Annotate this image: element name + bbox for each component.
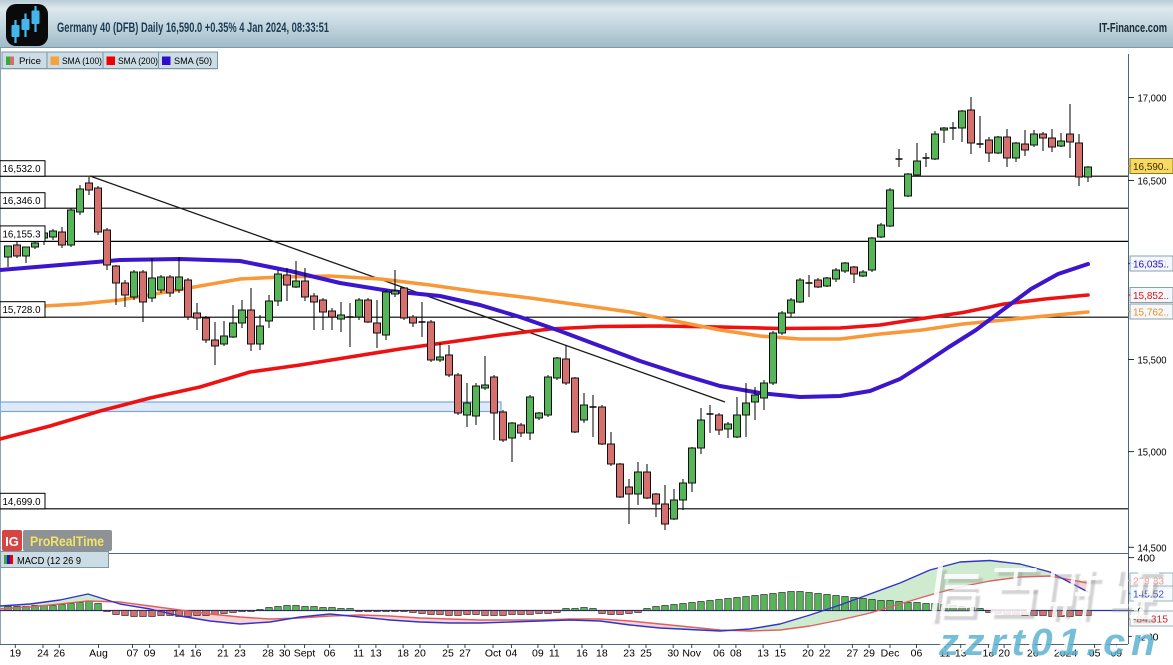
svg-text:24: 24 <box>37 648 49 660</box>
svg-text:14,699.0: 14,699.0 <box>3 496 41 508</box>
svg-text:IT-Finance.com: IT-Finance.com <box>1099 20 1167 35</box>
svg-text:zzrt01.cn: zzrt01.cn <box>938 622 1161 660</box>
svg-text:Germany 40 (DFB) Daily 16,590.: Germany 40 (DFB) Daily 16,590.0 +0.35% 4… <box>57 20 329 35</box>
svg-text:06: 06 <box>713 648 725 660</box>
svg-text:11: 11 <box>353 648 364 660</box>
svg-text:20: 20 <box>414 648 426 660</box>
svg-text:15,852..: 15,852.. <box>1133 290 1169 302</box>
svg-text:30: 30 <box>279 648 291 660</box>
svg-text:15,000: 15,000 <box>1138 447 1167 459</box>
svg-text:09: 09 <box>1110 648 1122 660</box>
svg-text:14,500: 14,500 <box>1138 542 1167 554</box>
svg-text:MACD (12 26 9: MACD (12 26 9 <box>17 556 81 567</box>
svg-text:16,155.3: 16,155.3 <box>3 228 41 240</box>
svg-text:SMA (100): SMA (100) <box>62 56 102 67</box>
svg-text:13: 13 <box>757 648 769 660</box>
svg-text:13: 13 <box>370 648 382 660</box>
svg-text:17,000: 17,000 <box>1138 93 1167 105</box>
svg-text:06: 06 <box>324 648 336 660</box>
svg-text:04: 04 <box>506 648 518 660</box>
svg-text:Aug: Aug <box>89 648 108 660</box>
svg-text:SMA (200): SMA (200) <box>118 56 158 67</box>
svg-text:16,590..: 16,590.. <box>1133 161 1169 173</box>
svg-text:26: 26 <box>1027 648 1039 660</box>
svg-text:25: 25 <box>442 648 454 660</box>
svg-text:IG: IG <box>5 534 19 549</box>
svg-text:27: 27 <box>459 648 471 660</box>
svg-text:28: 28 <box>262 648 274 660</box>
svg-text:22: 22 <box>819 648 831 660</box>
svg-text:-200: -200 <box>1138 631 1159 643</box>
svg-text:23: 23 <box>234 648 246 660</box>
svg-text:Sept: Sept <box>294 648 316 660</box>
svg-text:16,532.0: 16,532.0 <box>3 163 41 175</box>
svg-text:27: 27 <box>847 648 859 660</box>
svg-text:20: 20 <box>802 648 814 660</box>
svg-text:18: 18 <box>983 648 995 660</box>
svg-text:26: 26 <box>53 648 65 660</box>
svg-text:11: 11 <box>549 648 560 660</box>
svg-text:30: 30 <box>667 648 679 660</box>
svg-text:2024: 2024 <box>1054 648 1078 660</box>
svg-text:29: 29 <box>863 648 875 660</box>
svg-text:15: 15 <box>774 648 786 660</box>
svg-text:SMA (50): SMA (50) <box>174 56 212 67</box>
svg-text:16,500: 16,500 <box>1138 176 1167 188</box>
svg-text:15,762..: 15,762.. <box>1133 307 1169 319</box>
svg-text:Oct: Oct <box>485 648 501 660</box>
svg-text:zzrt01.cn: zzrt01.cn <box>935 619 1158 660</box>
svg-text:08: 08 <box>730 648 742 660</box>
svg-text:Nov: Nov <box>682 648 701 660</box>
svg-text:21: 21 <box>217 648 229 660</box>
svg-text:15,500: 15,500 <box>1138 355 1167 367</box>
svg-text:20: 20 <box>998 648 1010 660</box>
svg-text:05: 05 <box>1089 648 1101 660</box>
svg-text:09: 09 <box>144 648 156 660</box>
svg-text:16: 16 <box>576 648 588 660</box>
svg-text:Dec: Dec <box>881 648 900 660</box>
svg-text:16: 16 <box>190 648 202 660</box>
svg-text:19: 19 <box>9 648 21 660</box>
svg-text:400: 400 <box>1138 553 1156 565</box>
svg-text:25: 25 <box>640 648 652 660</box>
svg-text:11: 11 <box>940 648 951 660</box>
svg-text:16,035..: 16,035.. <box>1133 259 1169 271</box>
svg-text:15,728.0: 15,728.0 <box>3 304 41 316</box>
svg-text:07: 07 <box>127 648 139 660</box>
svg-text:06: 06 <box>911 648 923 660</box>
svg-text:ProRealTime: ProRealTime <box>30 534 104 549</box>
svg-text:23: 23 <box>623 648 635 660</box>
svg-text:Price: Price <box>19 56 41 67</box>
svg-text:09: 09 <box>532 648 544 660</box>
svg-text:16,346.0: 16,346.0 <box>3 195 41 207</box>
svg-text:18: 18 <box>397 648 409 660</box>
svg-text:14: 14 <box>173 648 185 660</box>
svg-text:18: 18 <box>596 648 608 660</box>
svg-text:13: 13 <box>955 648 967 660</box>
